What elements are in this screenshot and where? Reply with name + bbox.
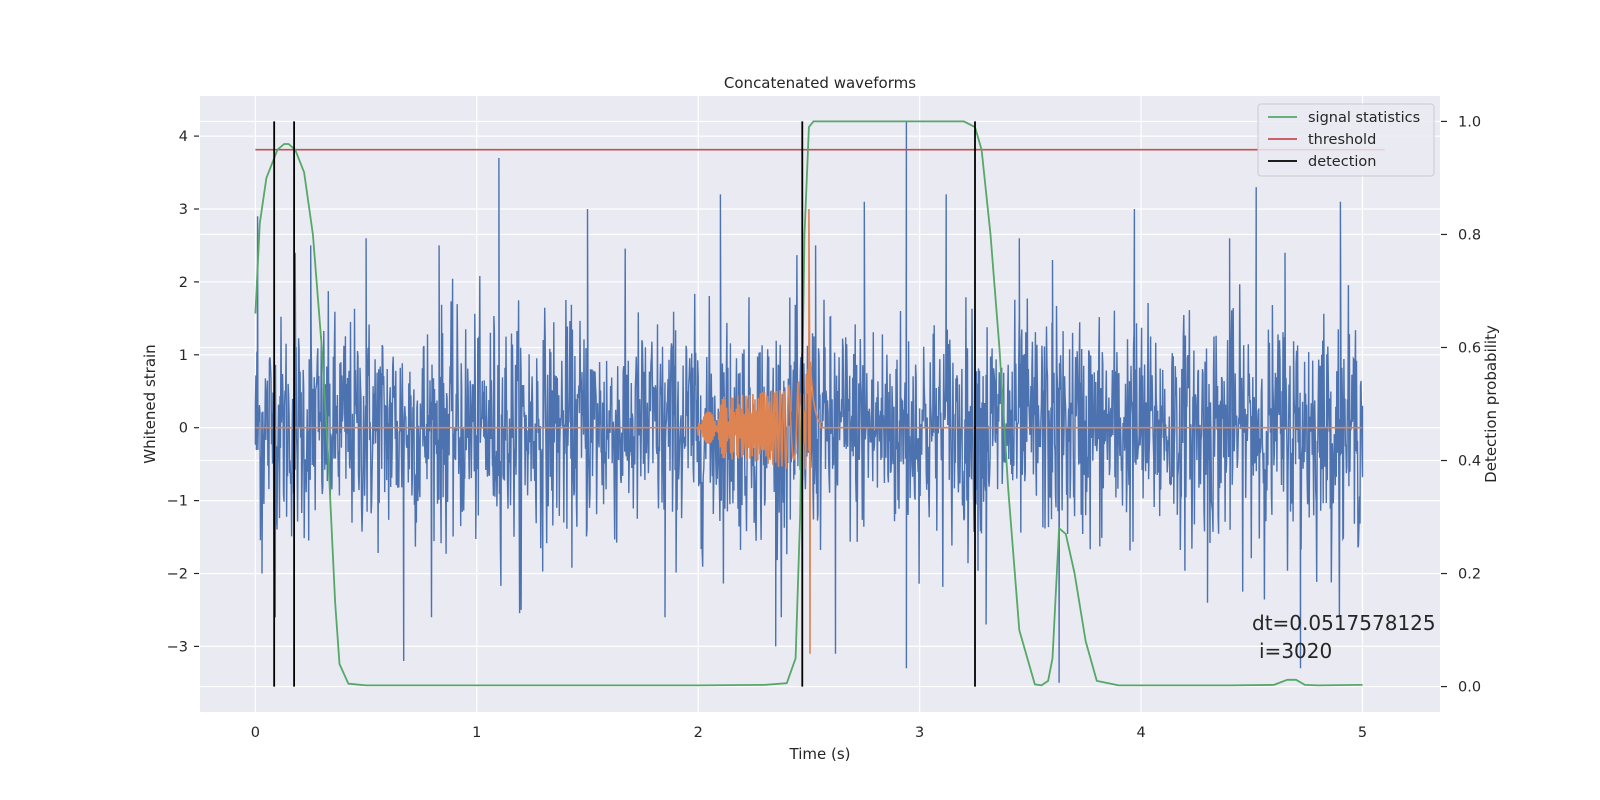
legend: signal statistics threshold detection [1257, 103, 1435, 177]
y-left-tick-label: −3 [167, 639, 188, 655]
annotation-dt: dt=0.0517578125 [1252, 611, 1436, 635]
x-tick-label: 5 [1358, 725, 1367, 741]
x-tick-label: 0 [251, 725, 260, 741]
plot-area [254, 120, 1385, 687]
x-tick-label: 3 [915, 725, 924, 741]
x-tick-label: 4 [1136, 725, 1145, 741]
legend-label-threshold: threshold [1308, 132, 1376, 148]
annotation-i: i=3020 [1259, 639, 1332, 663]
waveform-series-line [255, 208, 1363, 654]
x-tick-label: 2 [694, 725, 703, 741]
y-left-tick-label: −1 [167, 494, 188, 510]
y-left-tick-label: −2 [167, 566, 188, 582]
axes-ticks: 0 1 2 3 4 5 −3 −2 −1 0 1 2 3 4 0.0 0.2 0.4 0.6 0.8 1.0 [167, 114, 1481, 741]
y-left-tick-label: 2 [179, 275, 188, 291]
y-right-tick-label: 0.4 [1458, 454, 1481, 470]
y-right-tick-label: 0.6 [1458, 340, 1481, 356]
y-right-tick-label: 0.8 [1458, 227, 1481, 243]
y-left-tick-label: 4 [179, 129, 188, 145]
y-left-tick-label: 0 [179, 421, 188, 437]
y-right-tick-label: 1.0 [1458, 114, 1481, 130]
legend-box [1257, 103, 1435, 177]
y-axis-right-label: Detection probability [1482, 325, 1500, 483]
chart-title: Concatenated waveforms [724, 74, 916, 92]
y-left-tick-label: 3 [179, 202, 188, 218]
y-axis-left-label: Whitened strain [141, 344, 159, 463]
y-right-tick-label: 0.0 [1458, 680, 1481, 696]
x-axis-label: Time (s) [789, 745, 851, 763]
legend-label-detection: detection [1308, 154, 1376, 170]
y-left-tick-label: 1 [179, 348, 188, 364]
signal-statistics-line [254, 120, 1363, 687]
x-tick-label: 1 [472, 725, 481, 741]
legend-label-signal-statistics: signal statistics [1308, 110, 1420, 126]
y-right-tick-label: 0.2 [1458, 567, 1481, 583]
